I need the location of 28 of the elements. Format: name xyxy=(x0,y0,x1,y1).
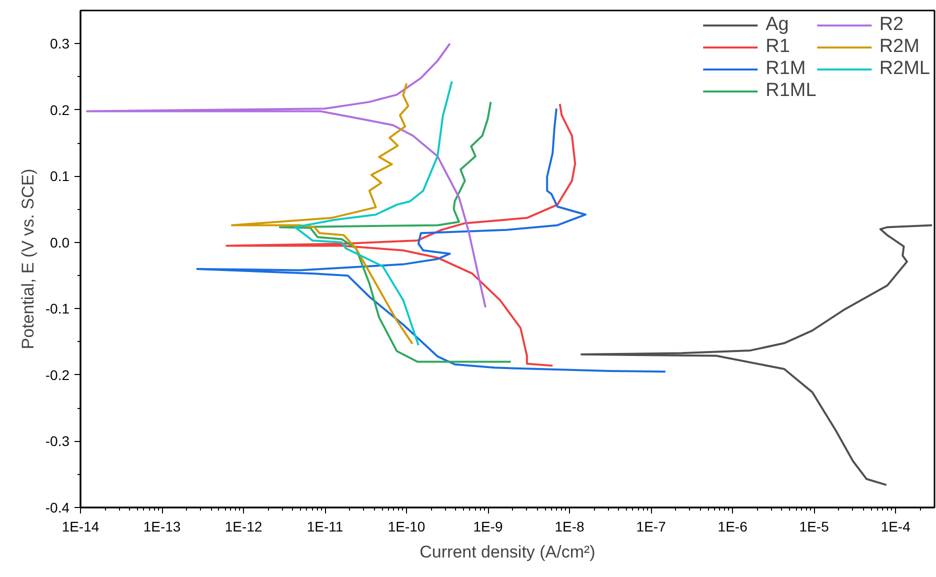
x-tick-label: 1E-5 xyxy=(799,518,830,534)
legend-label: Ag xyxy=(766,14,789,36)
legend-label: R1 xyxy=(766,36,790,58)
x-tick-label: 1E-12 xyxy=(224,518,262,534)
x-axis-title: Current density (A/cm²) xyxy=(420,542,596,562)
x-tick-label: 1E-6 xyxy=(718,518,748,534)
x-tick-label: 1E-9 xyxy=(473,518,504,534)
x-tick-label: 1E-14 xyxy=(62,518,100,534)
legend-label: R2 xyxy=(879,14,904,36)
legend-label: R1ML xyxy=(766,80,816,102)
y-tick-label: 0.2 xyxy=(50,102,70,118)
x-tick-label: 1E-4 xyxy=(880,518,911,534)
x-tick-label: 1E-11 xyxy=(306,518,344,534)
legend-label: R1M xyxy=(766,58,806,80)
y-tick-label: -0.4 xyxy=(45,500,70,516)
y-tick-label: -0.3 xyxy=(45,433,70,450)
legend-label: R2ML xyxy=(879,58,930,80)
y-tick-label: 0.3 xyxy=(50,36,70,52)
x-tick-label: 1E-10 xyxy=(388,518,426,534)
y-tick-label: -0.2 xyxy=(45,366,70,383)
y-tick-label: -0.1 xyxy=(45,300,70,317)
y-tick-label: 0.1 xyxy=(50,168,70,184)
y-tick-label: 0.0 xyxy=(50,234,70,250)
legend-label: R2M xyxy=(879,36,920,58)
x-tick-label: 1E-7 xyxy=(636,518,666,534)
y-axis-title: Potential, E (V vs. SCE) xyxy=(18,168,38,350)
x-tick-label: 1E-8 xyxy=(554,518,585,534)
x-tick-label: 1E-13 xyxy=(143,518,181,534)
